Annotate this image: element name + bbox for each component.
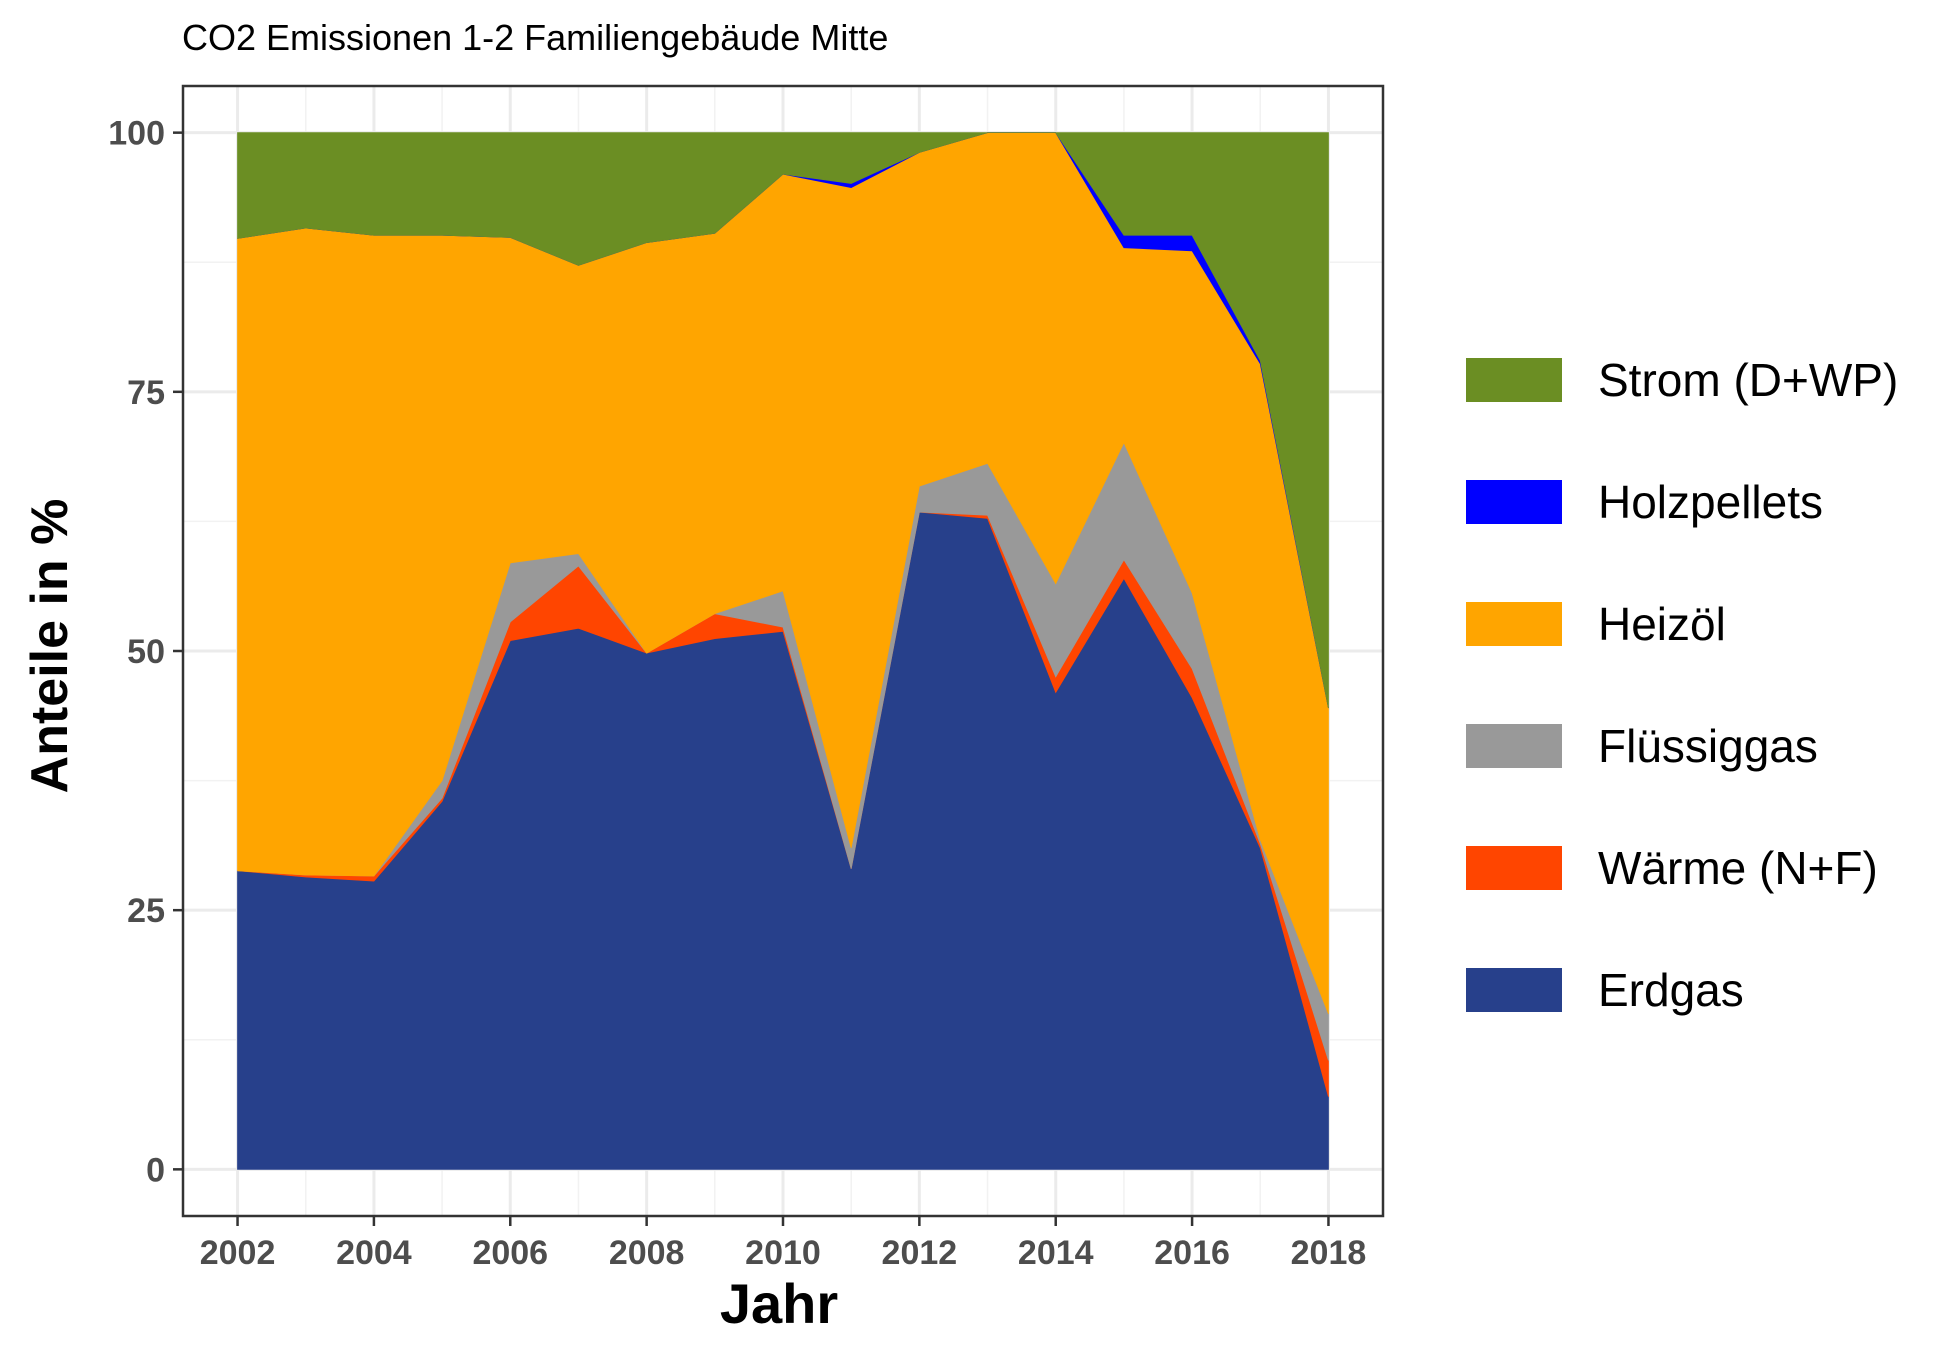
x-tick-label: 2012: [882, 1234, 958, 1272]
y-axis: 0 25 50 75 100: [108, 115, 183, 1189]
x-tick-label: 2004: [336, 1234, 412, 1272]
x-tick-label: 2008: [609, 1234, 685, 1272]
legend: Strom (D+WP) Holzpellets Heizöl Flüssiggas W…: [1466, 354, 1898, 1016]
legend-label: Holzpellets: [1598, 476, 1823, 528]
area-strom-d-wp: [237, 132, 1329, 709]
x-axis-title: Jahr: [720, 1272, 838, 1335]
y-tick-label: 25: [127, 892, 165, 930]
legend-label: Flüssiggas: [1598, 720, 1818, 772]
legend-swatch: [1466, 358, 1562, 402]
x-tick-label: 2010: [745, 1234, 821, 1272]
x-tick-label: 2018: [1291, 1234, 1367, 1272]
y-tick-label: 50: [127, 633, 165, 671]
x-tick-label: 2006: [472, 1234, 548, 1272]
y-tick-label: 100: [108, 115, 165, 153]
legend-swatch: [1466, 480, 1562, 524]
y-axis-title: Anteile in %: [21, 499, 79, 794]
legend-swatch: [1466, 846, 1562, 890]
x-tick-label: 2016: [1154, 1234, 1230, 1272]
legend-swatch: [1466, 724, 1562, 768]
x-tick-label: 2002: [200, 1234, 276, 1272]
x-tick-label: 2014: [1018, 1234, 1094, 1272]
legend-label: Strom (D+WP): [1598, 354, 1898, 406]
area-series-group: [237, 132, 1329, 1170]
legend-label: Wärme (N+F): [1598, 842, 1878, 894]
legend-label: Heizöl: [1598, 598, 1726, 650]
x-axis: 2002 2004 2006 2008 2010 2012 2014 2016 2018: [200, 1216, 1367, 1272]
y-tick-label: 75: [127, 374, 165, 412]
legend-swatch: [1466, 602, 1562, 646]
y-tick-label: 0: [146, 1151, 165, 1189]
legend-swatch: [1466, 968, 1562, 1012]
legend-label: Erdgas: [1598, 964, 1744, 1016]
chart-title: CO2 Emissionen 1-2 Familiengebäude Mitte: [182, 17, 888, 58]
